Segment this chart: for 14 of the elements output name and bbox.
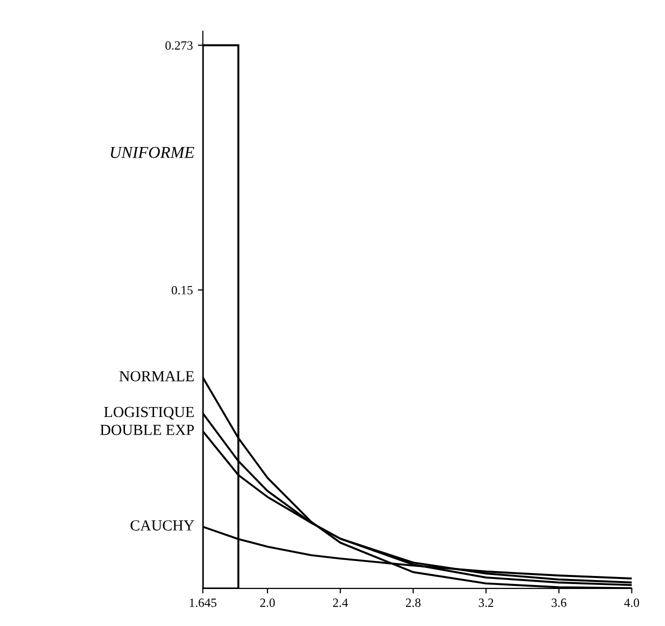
x-tick-label: 2.4 [333,598,348,608]
series-label: CAUCHY [130,520,194,531]
x-tick-label: 2.8 [406,598,421,608]
y-tick-label: 0.15 [172,286,193,294]
series-label: UNIFORME [110,146,194,158]
y-tick-label: 0.273 [165,41,193,50]
x-tick-label: 2.0 [260,598,275,608]
x-tick-label: 1.645 [190,598,216,608]
series-label: DOUBLE EXP [100,424,194,436]
series-label: NORMALE [119,371,194,382]
series-label: LOGISTIQUE [104,406,194,420]
x-tick-label: 3.6 [552,598,566,608]
x-tick-label: 3.2 [478,598,494,608]
x-tick-label: 4.0 [624,598,640,608]
